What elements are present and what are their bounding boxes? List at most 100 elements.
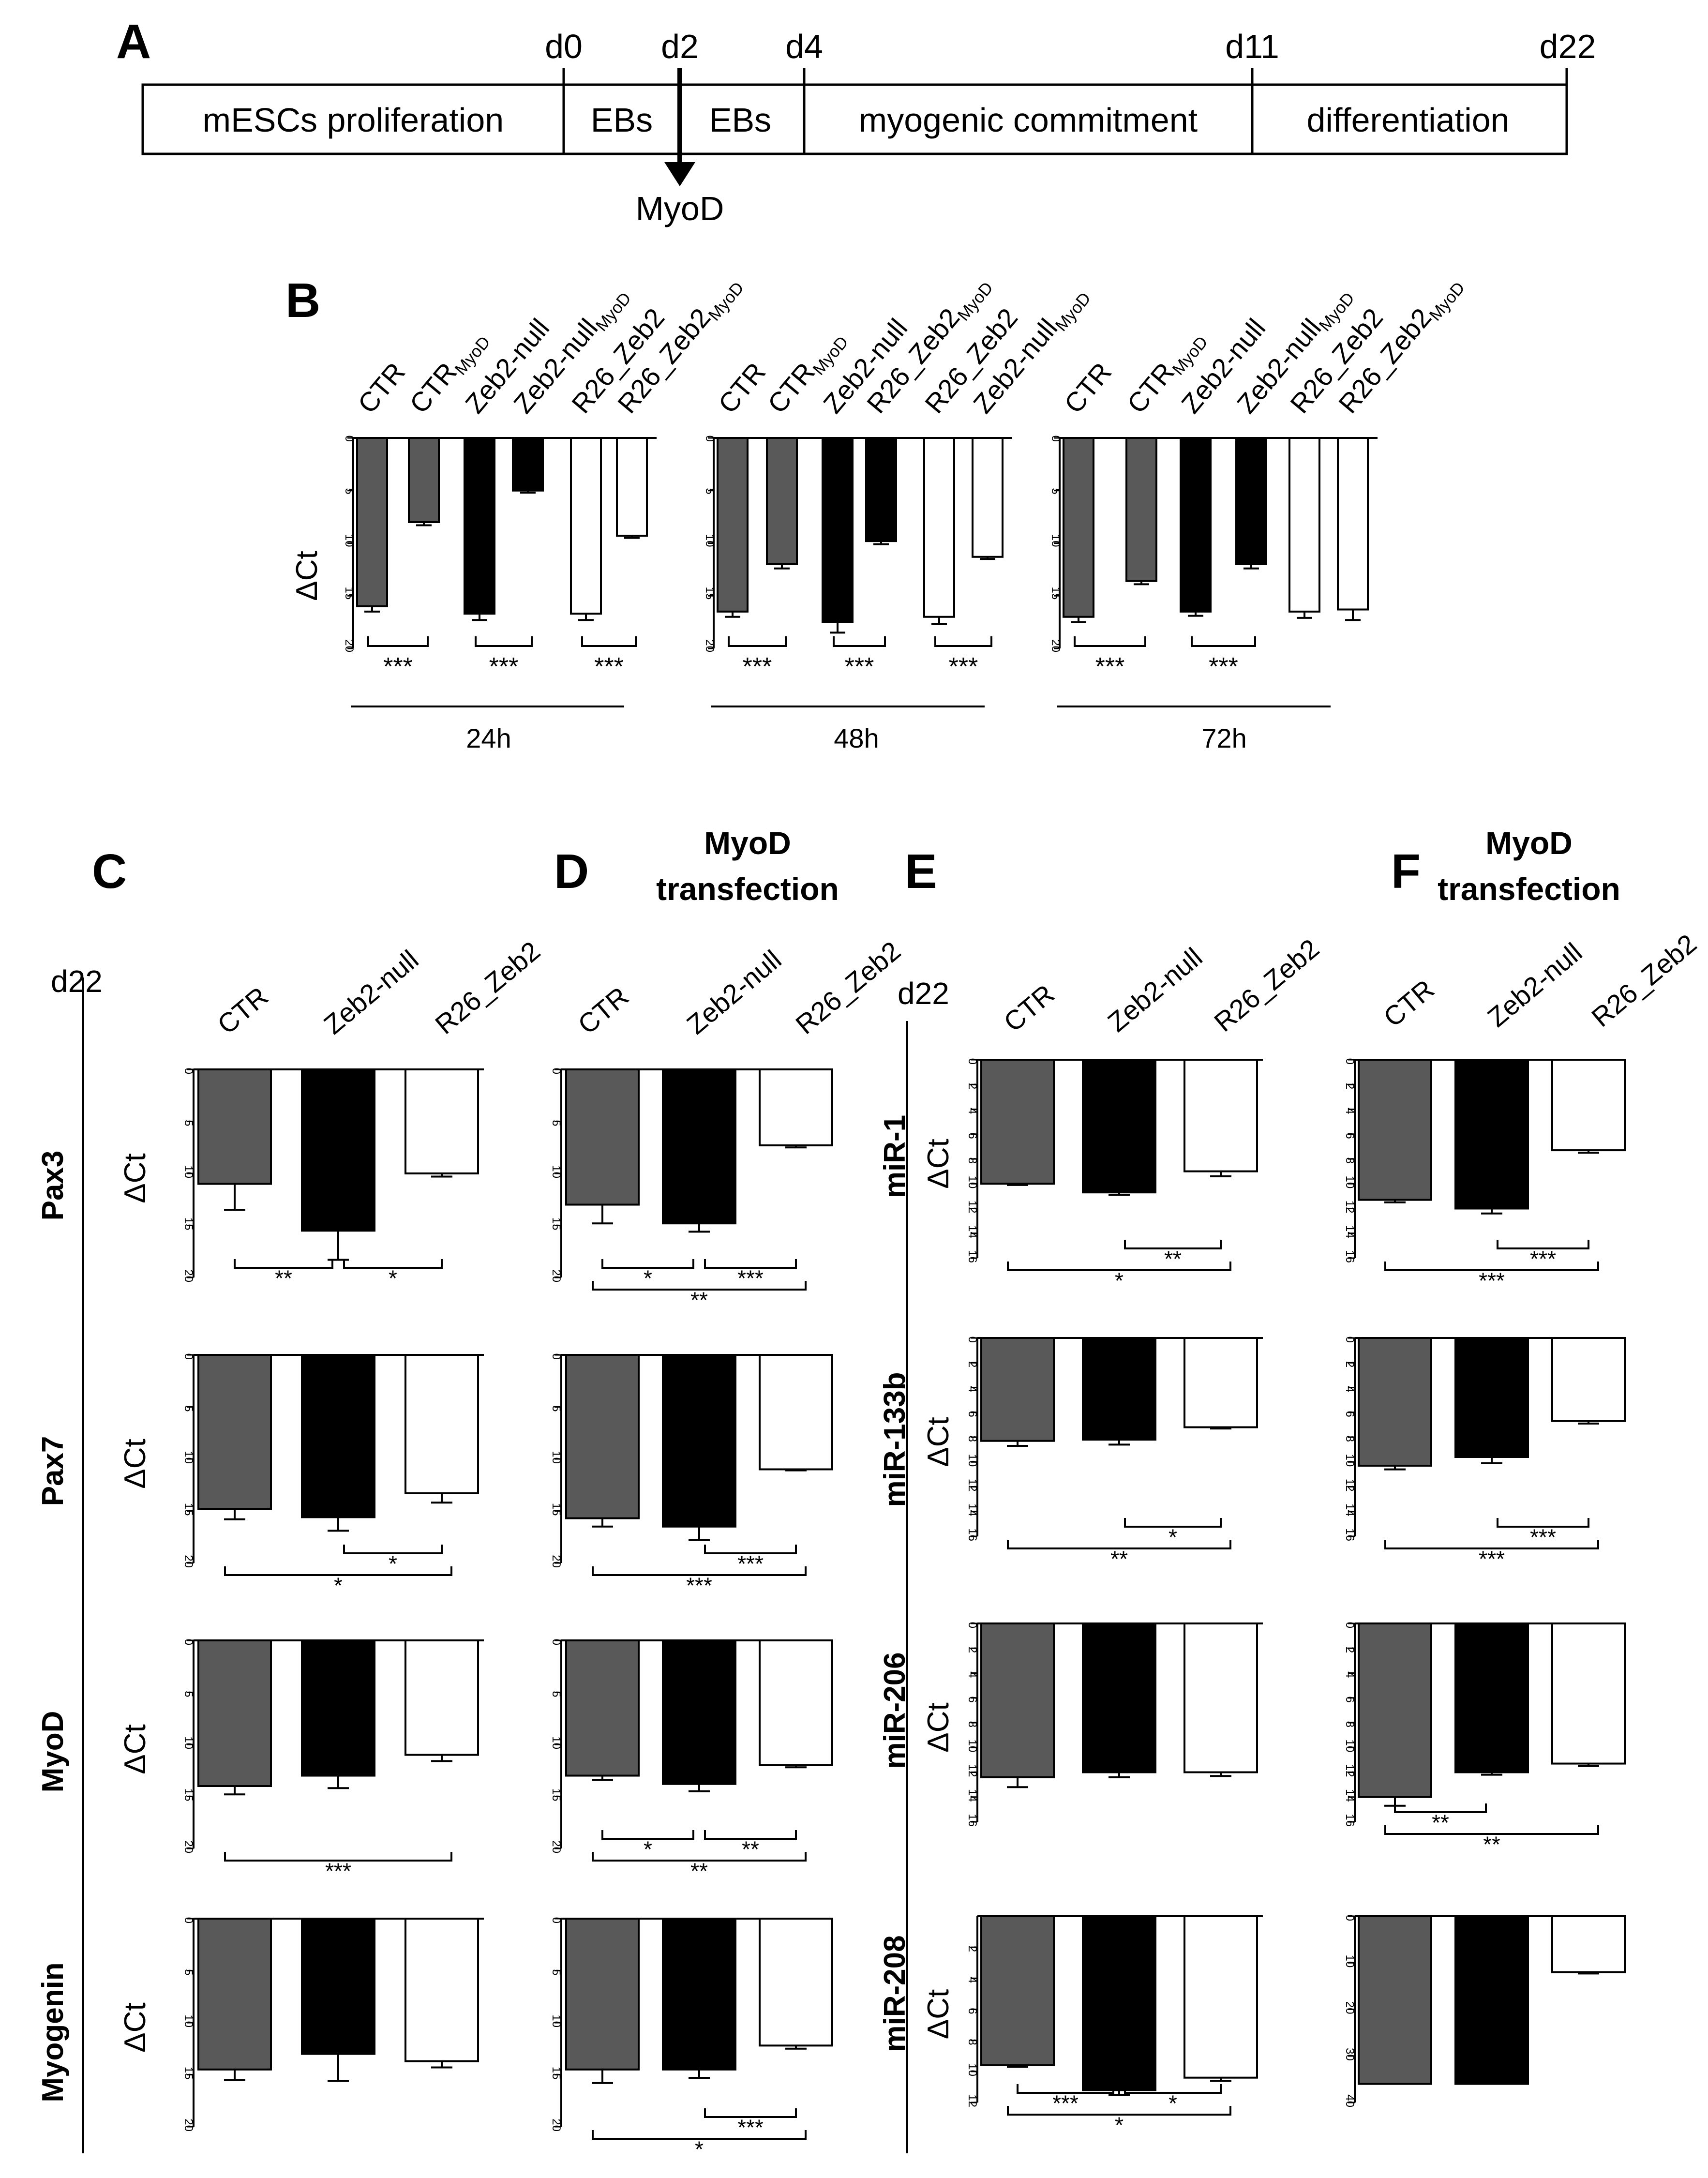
column-label-Zeb2-null: Zeb2-null (1482, 937, 1588, 1033)
bar-CTR (356, 437, 388, 607)
bar-CTR (717, 437, 749, 613)
significance-bracket (1017, 2084, 1114, 2094)
significance-bracket (1124, 1518, 1222, 1528)
y-tick-label: 6 (966, 1696, 979, 1702)
significance-bracket (224, 1566, 452, 1576)
day-label: d11 (1225, 28, 1279, 65)
y-tick-label: 8 (1343, 1721, 1356, 1727)
significance-label: * (1115, 2113, 1124, 2138)
y-tick-label: 0 (1343, 1622, 1356, 1628)
y-tick-label: 15 (182, 1788, 195, 1802)
significance-bracket (728, 636, 787, 647)
bar-R26_Zeb2_MyoD (865, 437, 897, 542)
significance-label: *** (1052, 2091, 1079, 2116)
panel-B-72h: 0 5 10 15 20 *** *** 72h (1049, 436, 1378, 753)
bar-R26_Zeb2 (1551, 1059, 1626, 1152)
significance-label: * (644, 1266, 652, 1291)
bar-R26_Zeb2 (759, 1918, 833, 2047)
significance-bracket (592, 2130, 807, 2140)
row-label-miR-206: miR-206 (878, 1652, 912, 1769)
bar-R26_Zeb2 (923, 437, 955, 618)
y-tick-label: 5 (550, 1969, 563, 1975)
stage-label: EBs (591, 101, 653, 139)
panel-letter-E: E (905, 844, 937, 899)
y-tick-label: 5 (550, 1120, 563, 1126)
bar-CTR (980, 1915, 1055, 2066)
y-tick-label: 8 (1343, 1157, 1356, 1164)
y-tick-label: 0 (182, 1068, 195, 1074)
bar-R26_Zeb2 (1288, 437, 1320, 613)
y-tick-label: 8 (966, 2039, 979, 2045)
significance-label: * (1115, 1268, 1124, 1293)
y-tick-label: 20 (550, 2118, 563, 2132)
y-tick-label: 12 (966, 1479, 979, 1492)
significance-bracket (704, 1545, 797, 1554)
y-tick-label: 14 (966, 1789, 979, 1802)
bar-CTR_MyoD (1125, 437, 1157, 582)
bar-Zeb2-null (1082, 1337, 1156, 1441)
ylabel: ΔCt (922, 1989, 955, 2039)
header-D-line1: MyoD (704, 825, 791, 861)
bar-CTR (197, 1068, 272, 1185)
y-tick-label: 16 (1343, 1814, 1356, 1827)
ylabel: ΔCt (922, 1417, 955, 1467)
significance-bracket (592, 1852, 807, 1862)
significance-bracket (704, 1259, 797, 1269)
significance-label: *** (1530, 1247, 1556, 1272)
significance-bracket (1497, 1518, 1589, 1528)
chart-F-miR-1: 0 2 4 6 8 10 12 14 16 *** *** (1343, 1058, 1626, 1293)
significance-bracket (1384, 1825, 1599, 1835)
significance-bracket (1384, 1540, 1599, 1549)
bar-R26_Zeb2 (405, 1918, 479, 2062)
significance-label: *** (737, 1266, 764, 1291)
bar-category-label: CTR (1058, 357, 1117, 419)
row-label-miR-133b: miR-133b (878, 1372, 912, 1507)
panel-letter-B: B (285, 273, 320, 328)
y-tick-label: 2 (1343, 1647, 1356, 1653)
significance-bracket (367, 636, 429, 647)
y-tick-label: 15 (550, 1503, 563, 1516)
bar-R26_Zeb2 (759, 1639, 833, 1766)
y-tick-label: 10 (966, 1176, 979, 1189)
significance-label: *** (1209, 653, 1238, 681)
ylabel: ΔCt (922, 1702, 955, 1752)
bar-Zeb2-null (1454, 1915, 1529, 2085)
bar-R26_Zeb2 (1184, 1915, 1258, 2079)
d22-label-C: d22 (51, 964, 103, 999)
y-tick-label: 15 (343, 587, 356, 600)
significance-bracket (1394, 1803, 1487, 1813)
y-tick-label: 0 (1343, 1058, 1356, 1065)
y-tick-label: 12 (966, 2094, 979, 2107)
y-tick-label: 15 (703, 587, 716, 600)
ylabel: ΔCt (119, 1724, 152, 1774)
bar-CTR (980, 1337, 1055, 1442)
y-tick-label: 20 (1343, 2001, 1356, 2014)
significance-label: ** (1432, 1810, 1449, 1835)
y-tick-label: 15 (182, 1503, 195, 1516)
bar-Zeb2-null (662, 1354, 736, 1528)
bar-R26_Zeb2_MyoD (616, 437, 648, 537)
significance-bracket (581, 636, 637, 647)
y-tick-label: 0 (182, 1353, 195, 1360)
significance-label: *** (1479, 1268, 1505, 1293)
y-tick-label: 8 (966, 1157, 979, 1164)
significance-label: ** (275, 1266, 292, 1291)
y-tick-label: 10 (1343, 1176, 1356, 1189)
row-label-miR-208: miR-208 (878, 1935, 912, 2052)
y-tick-label: 10 (550, 1165, 563, 1178)
y-tick-label: 0 (550, 1068, 563, 1074)
day-label: d22 (1540, 28, 1596, 65)
significance-bracket (234, 1259, 333, 1269)
stage-label: EBs (709, 101, 771, 139)
bar-R26_Zeb2 (1184, 1059, 1258, 1172)
bar-R26_Zeb2 (1551, 1915, 1626, 1973)
y-tick-label: 8 (966, 1721, 979, 1727)
bar-category-label: CTR (712, 357, 771, 419)
y-tick-label: 12 (1343, 1479, 1356, 1492)
y-tick-label: 10 (182, 2014, 195, 2028)
column-label-CTR: CTR (1378, 974, 1440, 1033)
bar-R26_Zeb2 (759, 1068, 833, 1146)
